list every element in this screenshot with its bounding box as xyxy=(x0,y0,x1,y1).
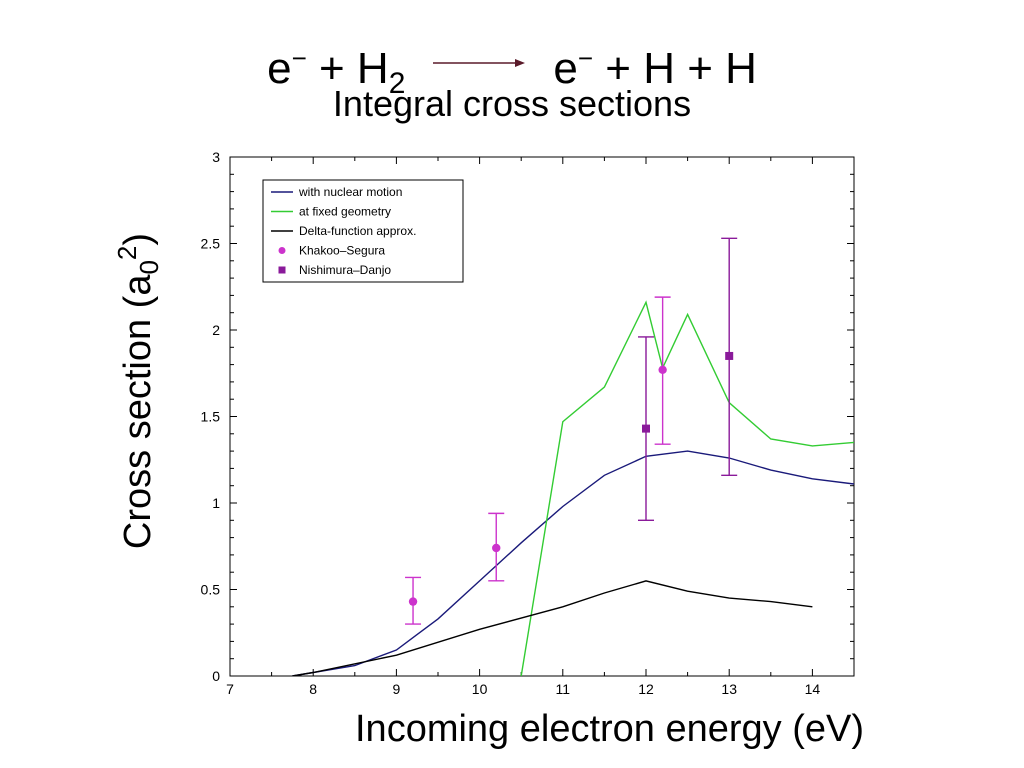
data-point-circle xyxy=(492,543,501,553)
y-axis-label: Cross section (a02) xyxy=(103,211,173,571)
series-line-2 xyxy=(520,300,854,676)
legend-label: with nuclear motion xyxy=(298,185,402,199)
x-axis-label: Incoming electron energy (eV) xyxy=(355,708,865,750)
y-axis-label-sup: 2 xyxy=(112,245,142,261)
data-point-square xyxy=(725,351,734,360)
x-tick-label: 10 xyxy=(472,681,488,697)
series-line-3 xyxy=(292,580,813,676)
x-tick-label: 7 xyxy=(226,681,234,697)
legend-swatch-circle xyxy=(278,247,286,254)
y-axis-label-main: Cross section (a xyxy=(117,274,159,550)
x-tick-label: 9 xyxy=(393,681,401,697)
legend-label: Nishimura–Danjo xyxy=(299,263,391,277)
y-tick-label: 2.5 xyxy=(201,236,221,252)
data-point-square xyxy=(642,424,650,433)
reaction-rhs-products: + H + H xyxy=(605,44,757,93)
y-tick-label: 0.5 xyxy=(201,582,221,598)
y-tick-label: 1 xyxy=(212,495,220,511)
legend-label: at fixed geometry xyxy=(299,205,391,219)
y-tick-label: 1.5 xyxy=(201,409,221,425)
series-line-1 xyxy=(292,450,854,676)
y-axis-label-close: ) xyxy=(117,232,159,246)
reaction-lhs-particle: e xyxy=(267,44,292,93)
x-tick-label: 14 xyxy=(805,681,821,697)
reaction-rhs-charge: − xyxy=(577,43,594,73)
reaction-lhs-subscript: 2 xyxy=(388,67,406,100)
reaction-arrow-icon xyxy=(433,59,526,67)
data-point-circle xyxy=(658,365,667,374)
legend-label: Delta-function approx. xyxy=(299,224,416,238)
reaction-lhs-charge: − xyxy=(291,43,307,73)
y-tick-label: 2 xyxy=(212,322,220,338)
x-tick-label: 12 xyxy=(638,681,654,697)
data-point-circle xyxy=(408,597,418,606)
reaction-equation: e− + H2 e− + H + H xyxy=(0,28,1024,114)
reaction-lhs-molecule: + H xyxy=(318,44,389,93)
legend-box xyxy=(262,179,464,283)
reaction-rhs-particle: e xyxy=(553,44,578,93)
y-tick-label: 0 xyxy=(212,668,220,684)
chart-subtitle: Integral cross sections xyxy=(332,83,692,124)
x-tick-label: 13 xyxy=(721,681,737,697)
legend-label: Khakoo–Segura xyxy=(299,244,385,258)
y-axis-label-sub: 0 xyxy=(134,260,164,275)
legend-swatch-square xyxy=(278,266,286,274)
x-tick-label: 8 xyxy=(309,681,317,697)
y-tick-label: 3 xyxy=(212,149,220,165)
x-tick-label: 11 xyxy=(556,681,571,697)
